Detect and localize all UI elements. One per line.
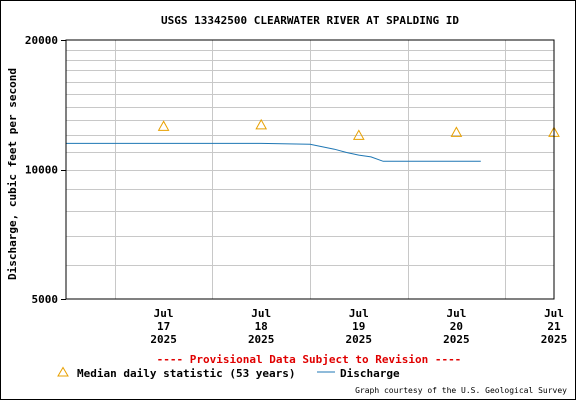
plot-area-border bbox=[65, 39, 555, 300]
discharge-legend-label: Discharge bbox=[340, 367, 400, 380]
chart-title: USGS 13342500 CLEARWATER RIVER AT SPALDI… bbox=[161, 14, 459, 27]
grid-lines bbox=[66, 40, 554, 299]
y-axis-label: Discharge, cubic feet per second bbox=[6, 68, 19, 280]
median-marker bbox=[450, 126, 463, 137]
x-tick-label: Jul 18 2025 bbox=[248, 307, 275, 346]
median-legend-label: Median daily statistic (53 years) bbox=[77, 367, 296, 380]
x-tick-label: Jul 21 2025 bbox=[541, 307, 568, 346]
axis-ticks: 20000 10000 5000 Jul 17 2025 Jul 18 2025 Jul 19 202… bbox=[25, 34, 567, 346]
median-marker bbox=[157, 120, 170, 131]
credit-text: Graph courtesy of the U.S. Geological Su… bbox=[355, 386, 567, 395]
median-marker bbox=[352, 129, 365, 140]
median-marker bbox=[255, 118, 268, 130]
x-tick-label: Jul 19 2025 bbox=[346, 307, 373, 346]
y-tick-label: 10000 bbox=[25, 164, 58, 177]
y-tick-label: 20000 bbox=[25, 34, 58, 47]
discharge-line bbox=[66, 142, 481, 162]
x-tick-label: Jul 17 2025 bbox=[150, 307, 177, 346]
x-tick-label: Jul 20 2025 bbox=[443, 307, 470, 346]
legend: Median daily statistic (53 years) Discha… bbox=[57, 366, 400, 380]
series-layer bbox=[66, 118, 560, 162]
provisional-notice: ---- Provisional Data Subject to Revisio… bbox=[157, 353, 462, 366]
y-tick-label: 5000 bbox=[32, 293, 59, 306]
median-legend-marker bbox=[57, 366, 69, 377]
